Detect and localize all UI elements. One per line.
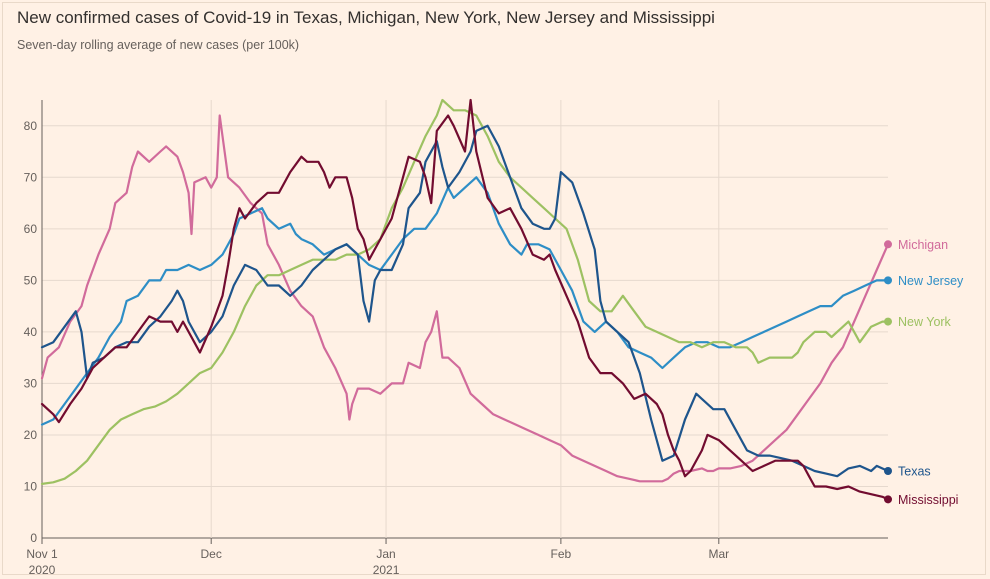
x-tick-label: Mar bbox=[708, 547, 729, 561]
legend-label-michigan: Michigan bbox=[898, 238, 948, 252]
legend-label-new-york: New York bbox=[898, 315, 952, 329]
x-tick-label: Feb bbox=[551, 547, 572, 561]
end-marker-new-jersey bbox=[884, 276, 892, 284]
y-tick-label: 70 bbox=[24, 170, 38, 184]
line-chart: Nov 1 2020 Dec Jan 2021 Feb Mar 0 10 20 30 40 50 60 7… bbox=[0, 0, 990, 579]
legend-label-new-jersey: New Jersey bbox=[898, 274, 964, 288]
y-axis: 0 10 20 30 40 50 60 70 80 bbox=[24, 100, 42, 545]
x-tick-label: Nov 1 bbox=[26, 547, 58, 561]
y-tick-label: 60 bbox=[24, 222, 38, 236]
series-line-new-york bbox=[42, 100, 888, 484]
y-tick-label: 50 bbox=[24, 273, 38, 287]
grid-layer bbox=[42, 100, 888, 538]
y-tick-label: 10 bbox=[24, 479, 38, 493]
y-tick-label: 40 bbox=[24, 325, 38, 339]
end-marker-new-york bbox=[884, 318, 892, 326]
y-tick-label: 0 bbox=[30, 531, 37, 545]
legend-label-mississippi: Mississippi bbox=[898, 493, 958, 507]
x-tick-sublabel: 2021 bbox=[373, 563, 400, 577]
legend-label-texas: Texas bbox=[898, 465, 931, 479]
legend: Michigan New Jersey New York Texas Mississip… bbox=[884, 238, 964, 507]
end-marker-michigan bbox=[884, 240, 892, 248]
y-tick-label: 20 bbox=[24, 428, 38, 442]
x-tick-label: Dec bbox=[201, 547, 222, 561]
x-tick-sublabel: 2020 bbox=[29, 563, 56, 577]
x-axis: Nov 1 2020 Dec Jan 2021 Feb Mar bbox=[26, 538, 729, 577]
end-marker-texas bbox=[884, 467, 892, 475]
series-line-new-jersey bbox=[42, 177, 888, 424]
y-tick-label: 80 bbox=[24, 119, 38, 133]
y-tick-label: 30 bbox=[24, 376, 38, 390]
x-tick-label: Jan bbox=[376, 547, 395, 561]
series-line-michigan bbox=[42, 116, 888, 482]
series-layer bbox=[42, 100, 888, 499]
series-line-texas bbox=[42, 126, 888, 476]
end-marker-mississippi bbox=[884, 495, 892, 503]
